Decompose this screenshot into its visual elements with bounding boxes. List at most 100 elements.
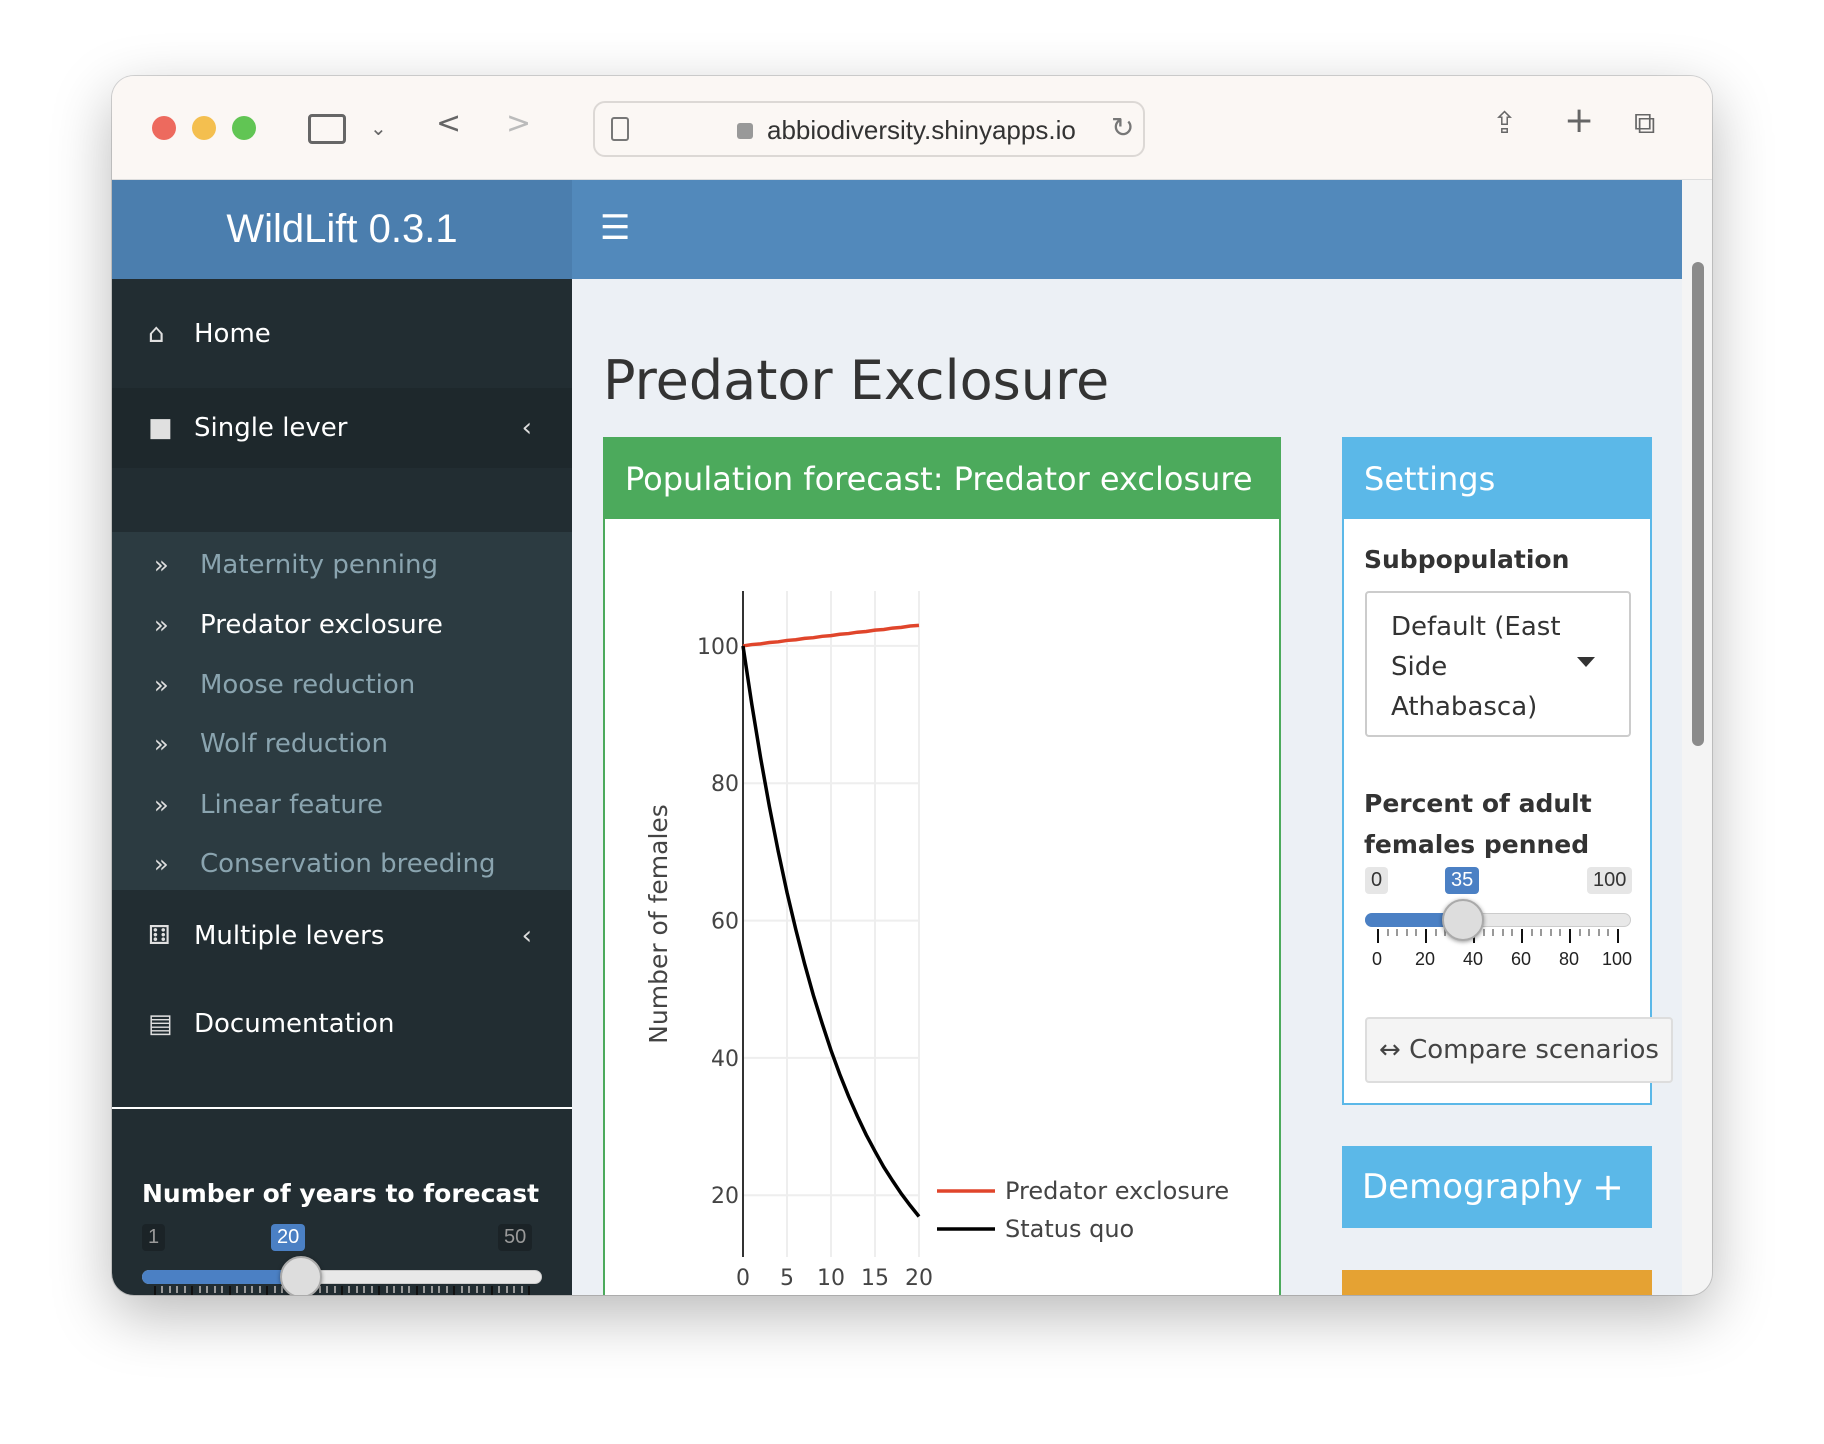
slider-minor-tick (258, 1286, 261, 1293)
chevron-left-icon: ‹ (521, 921, 532, 951)
x-tick-label: 5 (780, 1266, 794, 1291)
slider-tick (1377, 929, 1379, 943)
slider-minor-tick (198, 1286, 201, 1293)
close-window-button[interactable] (152, 116, 176, 140)
slider-minor-tick (281, 1286, 284, 1293)
tabs-overview-icon[interactable]: ⧉ (1634, 106, 1656, 141)
years-slider[interactable]: 1 50 20 16111621263136414650 (142, 1224, 542, 1295)
submenu-label: Predator exclosure (200, 610, 443, 640)
penned-slider[interactable]: 0 100 35 0 20 40 60 80 100 (1365, 867, 1633, 977)
slider-handle[interactable] (1442, 899, 1484, 941)
slider-minor-tick (1396, 929, 1399, 936)
slider-tick (378, 1286, 381, 1295)
slider-value-label: 35 (1445, 867, 1480, 894)
slider-tick (1569, 929, 1571, 943)
slider-minor-tick (243, 1286, 246, 1293)
slider-tick (191, 1286, 194, 1295)
new-tab-icon[interactable]: + (1564, 100, 1595, 141)
slider-minor-tick (1415, 929, 1418, 936)
slider-minor-tick (318, 1286, 321, 1293)
forecast-box: Population forecast: Predator exclosure … (603, 437, 1281, 1295)
slider-minor-tick (468, 1286, 471, 1293)
submenu-label: Wolf reduction (200, 729, 388, 759)
x-tick-label: 15 (861, 1266, 889, 1291)
slider-minor-tick (393, 1286, 396, 1293)
slider-minor-tick (183, 1286, 186, 1293)
slider-minor-tick (1511, 929, 1514, 936)
slider-tick (1617, 929, 1619, 943)
slider-tick (490, 1286, 493, 1295)
double-chevron-icon: » (154, 611, 169, 639)
submenu-item-conservation-breeding[interactable]: » Conservation breeding (112, 836, 572, 892)
x-tick-label: 20 (905, 1266, 933, 1291)
slider-tick-label: 60 (1510, 949, 1532, 969)
reader-icon[interactable] (611, 117, 629, 141)
sidebar-item-home[interactable]: ⌂ Home (112, 299, 572, 369)
caret-down-icon (1577, 657, 1595, 667)
y-tick-label: 80 (711, 772, 739, 797)
years-slider-label: Number of years to forecast (142, 1179, 540, 1208)
url-text[interactable]: abbiodiversity.shinyapps.io (767, 115, 1076, 145)
slider-minor-tick (1492, 929, 1495, 936)
sidebar-item-multiple-levers[interactable]: ⚅ Multiple levers ‹ (112, 901, 572, 971)
app-header: WildLift 0.3.1 ☰ (112, 180, 1682, 279)
slider-minor-tick (505, 1286, 508, 1293)
back-icon[interactable]: < (436, 106, 462, 141)
slider-tick-label: 80 (1558, 949, 1580, 969)
slider-minor-tick (430, 1286, 433, 1293)
slider-value-label: 20 (271, 1224, 306, 1251)
forecast-box-title: Population forecast: Predator exclosure (605, 439, 1279, 519)
orange-box-header (1342, 1270, 1652, 1295)
slider-min-label: 1 (142, 1224, 166, 1251)
slider-handle[interactable] (280, 1256, 322, 1295)
chevron-down-icon[interactable]: ⌄ (370, 116, 387, 140)
slider-minor-tick (221, 1286, 224, 1293)
slider-min-label: 0 (1365, 867, 1389, 894)
demography-box-header[interactable]: Demography + (1342, 1146, 1652, 1228)
double-chevron-icon: » (154, 551, 169, 579)
submenu-item-wolf-reduction[interactable]: » Wolf reduction (112, 716, 572, 772)
slider-tick-label: 20 (1414, 949, 1436, 969)
hamburger-menu-icon[interactable]: ☰ (600, 208, 631, 248)
slider-minor-tick (1530, 929, 1533, 936)
slider-minor-tick (475, 1286, 478, 1293)
compare-scenarios-button[interactable]: ↔ Compare scenarios (1365, 1017, 1673, 1083)
slider-tick-label: 100 (1601, 949, 1633, 969)
slider-minor-tick (1434, 929, 1437, 936)
y-axis-title: Number of females (644, 804, 673, 1044)
sidebar-toggle-icon[interactable] (308, 114, 346, 144)
share-icon[interactable]: ⇪ (1492, 106, 1518, 141)
reload-icon[interactable]: ↻ (1111, 111, 1135, 144)
slider-minor-tick (348, 1286, 351, 1293)
sidebar-item-documentation[interactable]: ▤ Documentation (112, 989, 572, 1059)
app-brand[interactable]: WildLift 0.3.1 (112, 180, 572, 279)
forward-icon[interactable]: > (506, 106, 532, 141)
submenu-item-moose-reduction[interactable]: » Moose reduction (112, 657, 572, 713)
slider-minor-tick (1588, 929, 1591, 936)
slider-minor-tick (355, 1286, 358, 1293)
slider-tick (266, 1286, 269, 1295)
submenu-item-predator-exclosure[interactable]: » Predator exclosure (112, 597, 572, 653)
plus-icon[interactable]: + (1592, 1165, 1624, 1209)
submenu-item-linear-feature[interactable]: » Linear feature (112, 777, 572, 833)
subpopulation-select[interactable]: Default (East Side Athabasca) (1365, 591, 1631, 737)
scrollbar-thumb[interactable] (1692, 262, 1704, 746)
sidebar-item-single-lever[interactable]: ■ Single lever ‹ (112, 388, 572, 468)
slider-tick-label: 40 (1462, 949, 1484, 969)
forecast-chart[interactable]: 20 40 60 80 100 0 5 10 15 20 Number of females Pred… (605, 439, 1283, 1295)
address-bar[interactable]: abbiodiversity.shinyapps.io ↻ (593, 101, 1145, 157)
maximize-window-button[interactable] (232, 116, 256, 140)
submenu-item-maternity-penning[interactable]: » Maternity penning (112, 537, 572, 593)
x-tick-label: 10 (817, 1266, 845, 1291)
slider-ticks: 16111621263136414650 (142, 1286, 542, 1295)
double-chevron-icon: » (154, 850, 169, 878)
slider-minor-tick (408, 1286, 411, 1293)
scrollbar[interactable] (1682, 180, 1712, 1295)
minimize-window-button[interactable] (192, 116, 216, 140)
slider-max-label: 50 (498, 1224, 533, 1251)
sidebar-item-label: Documentation (194, 1009, 395, 1039)
series-line-predator-exclosure (742, 623, 920, 648)
slider-tick (1425, 929, 1427, 943)
slider-tick (154, 1286, 156, 1295)
slider-tick-label: 0 (1371, 949, 1383, 969)
